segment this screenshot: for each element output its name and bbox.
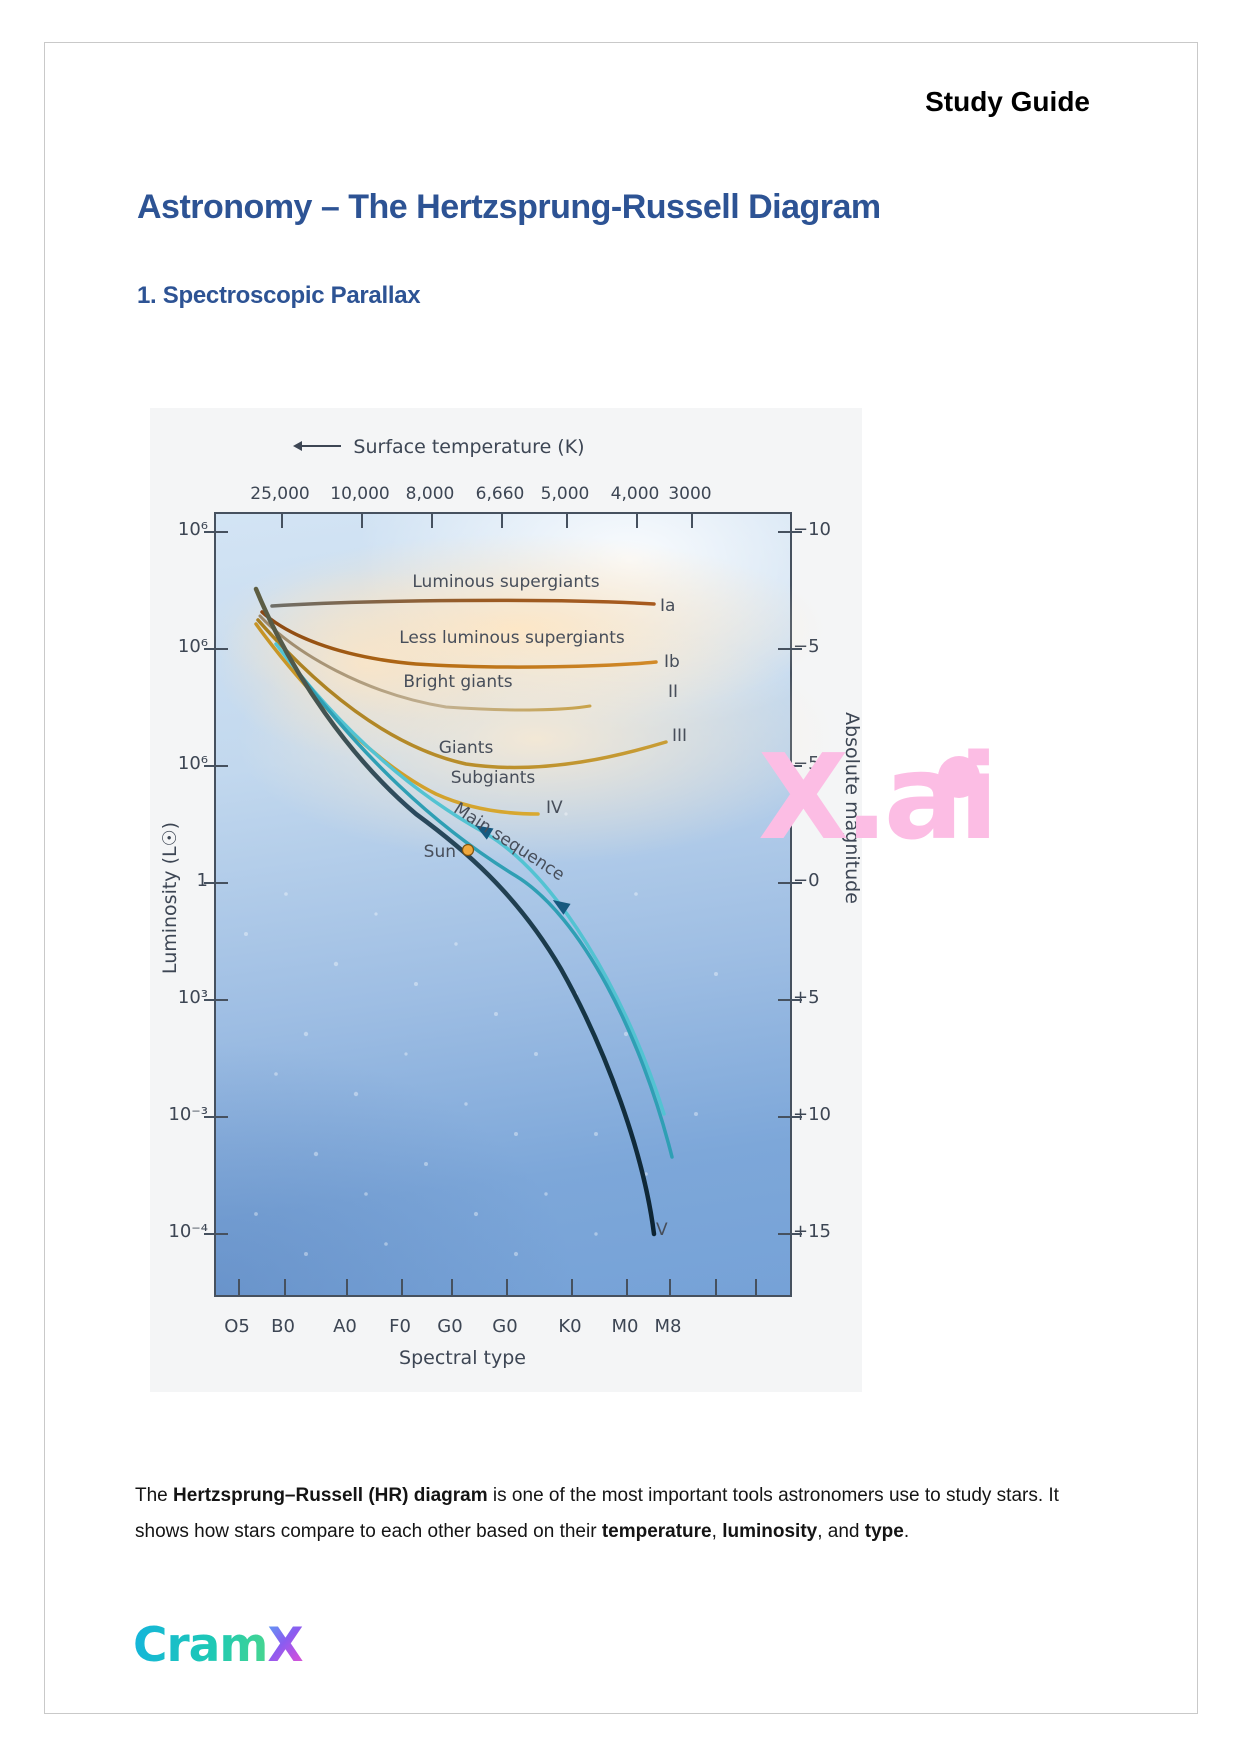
watermark-dot [938,756,980,798]
luminosity-tick: 10⁶ [177,519,208,540]
page-title: Astronomy – The Hertzsprung-Russell Diag… [137,188,881,226]
body-text: . [903,1520,910,1542]
luminosity-tick: 10⁻³ [168,1104,208,1125]
body-text: , and [817,1520,865,1542]
luminosity-tick: 10⁶ [177,636,208,657]
temp-tick: 6,660 [475,484,525,504]
class-label-ii: II [668,682,679,702]
evolution-arrowhead [552,900,571,915]
body-text-bold: temperature [601,1520,712,1542]
body-text-bold: Hertzsprung–Russell (HR) diagram [173,1485,488,1506]
section-heading: 1. Spectroscopic Parallax [137,282,421,309]
spectral-tick: B0 [271,1316,295,1337]
spectral-tick: K0 [558,1316,582,1337]
evolution-track-outer [296,670,674,1159]
body-text-bold: luminosity [722,1520,818,1542]
spectral-tick: F0 [389,1316,411,1337]
body-text-bold: type [864,1520,904,1542]
region-label-bright-giants: Bright giants [403,672,513,692]
less-luminous-supergiants-curve [260,610,658,669]
body-text: The [135,1485,174,1506]
temp-tick: 10,000 [330,484,390,504]
magnitude-tick: +15 [793,1221,831,1242]
spectral-tick: G0 [492,1316,518,1337]
luminosity-tick: 10³ [177,987,208,1008]
header-badge: Study Guide [925,86,1090,117]
magnitude-tick: −10 [793,519,831,540]
luminosity-tick: 10⁶ [177,753,208,774]
region-label-luminous-supergiants: Luminous supergiants [412,572,600,592]
magnitude-tick: +10 [793,1104,831,1125]
class-label-v: V [656,1220,668,1240]
top-axis-title-text: Surface temperature (K) [353,436,585,458]
body-paragraph: The Hertzsprung–Russell (HR) diagram is … [135,1478,1100,1549]
class-label-iii: III [672,726,688,746]
luminosity-tick: 1 [196,870,208,891]
temp-tick: 5,000 [540,484,590,504]
spectral-tick: M8 [654,1316,682,1337]
body-text: is one of the most important tools astro… [135,1485,1059,1542]
evolution-arrowhead [475,825,494,840]
left-arrow-icon [293,440,342,451]
page-border [44,42,1198,1714]
magnitude-tick: +5 [793,987,820,1008]
luminous-supergiants-curve [270,598,656,608]
main-sequence-curve [253,586,657,1237]
axis-ticks [204,514,802,1295]
class-label-ib: Ib [664,652,680,672]
hr-curves-canvas [204,514,836,1295]
sun-marker [461,843,475,857]
class-label-iv: IV [546,798,563,818]
temp-tick: 3000 [668,484,712,504]
cramx-logo: CramX [133,1618,304,1673]
region-label-subgiants: Subgiants [450,768,536,788]
region-label-less-luminous-supergiants: Less luminous supergiants [399,628,625,648]
spectral-tick: G0 [437,1316,463,1337]
top-axis-title: Surface temperature (K) [240,436,640,458]
sun-label: Sun [423,842,456,862]
spectral-tick: A0 [333,1316,357,1337]
bright-giants-curve [258,614,592,712]
temp-tick: 8,000 [405,484,455,504]
plot-area: Luminous supergiants Less luminous super… [204,512,836,1297]
subgiants-curve [254,622,540,816]
body-text: , [711,1520,723,1542]
region-label-giants: Giants [438,738,494,758]
spectral-tick: O5 [224,1316,250,1337]
spectral-tick: M0 [611,1316,639,1337]
logo-cram-text: Cram [133,1618,268,1673]
left-axis-title: Luminosity (L☉) [159,821,181,975]
class-label-ia: Ia [660,596,676,616]
logo-x-icon: X [267,1618,303,1673]
magnitude-tick: −0 [793,870,820,891]
temp-tick: 25,000 [250,484,310,504]
warm-glow-region [206,534,836,864]
bottom-axis-title: Spectral type [399,1347,526,1369]
temp-tick: 4,000 [610,484,660,504]
star-speckles [244,812,718,1257]
giants-curve [256,618,668,770]
hr-diagram-figure: Surface temperature (K) 25,000 10,000 8,… [150,408,863,1392]
luminosity-tick: 10⁻⁴ [168,1221,208,1242]
